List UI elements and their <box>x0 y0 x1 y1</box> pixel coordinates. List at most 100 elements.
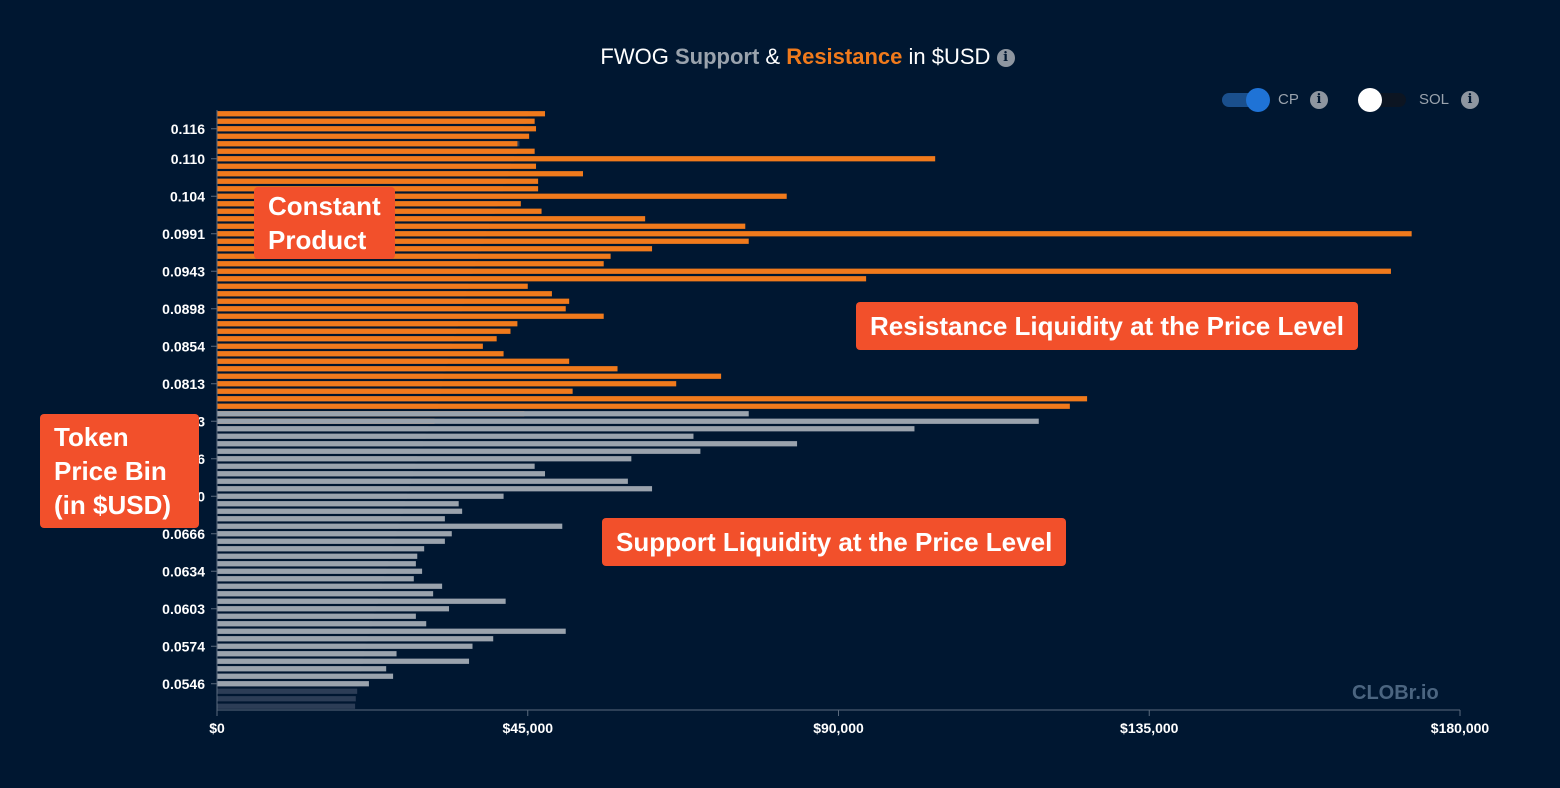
resistance-bar[interactable] <box>217 283 528 289</box>
y-tick-label: 0.0898 <box>162 301 205 317</box>
resistance-bar[interactable] <box>217 306 566 312</box>
support-bar[interactable] <box>217 636 494 642</box>
resistance-bar[interactable] <box>217 238 749 244</box>
support-bar[interactable] <box>217 418 1039 424</box>
resistance-bar[interactable] <box>217 231 1412 237</box>
support-bar[interactable] <box>217 568 423 574</box>
resistance-bar[interactable] <box>217 133 530 139</box>
sol-info-icon[interactable]: i <box>1461 91 1479 109</box>
support-bar[interactable] <box>217 456 632 462</box>
support-bar[interactable] <box>217 493 504 499</box>
support-bar[interactable] <box>217 666 387 672</box>
resistance-bar[interactable] <box>217 253 611 259</box>
constant-product-bar[interactable] <box>217 703 356 709</box>
support-bar[interactable] <box>217 441 798 447</box>
resistance-bar[interactable] <box>217 403 1070 409</box>
resistance-bar[interactable] <box>217 358 570 364</box>
support-bar[interactable] <box>217 561 416 567</box>
resistance-bar[interactable] <box>217 171 583 177</box>
resistance-bar[interactable] <box>217 118 535 124</box>
title-prefix: FWOG <box>600 44 675 69</box>
resistance-bar[interactable] <box>217 268 1391 274</box>
support-bar[interactable] <box>217 628 566 634</box>
resistance-bar[interactable] <box>217 246 653 252</box>
resistance-bar[interactable] <box>217 156 936 162</box>
support-bar[interactable] <box>217 651 397 657</box>
x-tick-label: $180,000 <box>1431 720 1490 736</box>
support-bar[interactable] <box>217 583 443 589</box>
resistance-bar[interactable] <box>217 148 535 154</box>
resistance-bar[interactable] <box>217 396 1088 402</box>
support-bar[interactable] <box>217 613 416 619</box>
resistance-bar[interactable] <box>217 111 546 117</box>
support-bar[interactable] <box>217 471 546 477</box>
title-info-icon[interactable]: i <box>996 49 1015 68</box>
resistance-bar[interactable] <box>217 223 746 229</box>
resistance-bar[interactable] <box>217 163 537 169</box>
resistance-bar[interactable] <box>217 126 537 132</box>
support-bar[interactable] <box>217 426 915 432</box>
support-bar[interactable] <box>217 448 701 454</box>
support-bar[interactable] <box>217 681 369 687</box>
support-bar[interactable] <box>217 478 628 484</box>
support-bar[interactable] <box>217 523 563 529</box>
resistance-bar[interactable] <box>217 313 604 319</box>
support-bar[interactable] <box>217 673 394 679</box>
sol-toggle-knob[interactable] <box>1358 88 1382 112</box>
support-bar[interactable] <box>217 546 425 552</box>
resistance-bar[interactable] <box>217 291 552 297</box>
constant-product-bar[interactable] <box>217 688 358 694</box>
support-bar[interactable] <box>217 516 445 522</box>
title-suffix: in $USD <box>902 44 991 69</box>
resistance-bar[interactable] <box>217 276 867 282</box>
x-tick-label: $90,000 <box>813 720 864 736</box>
support-bar[interactable] <box>217 658 470 664</box>
support-bar[interactable] <box>217 433 694 439</box>
support-bar[interactable] <box>217 411 749 417</box>
y-tick-label: 0.0854 <box>162 338 205 354</box>
support-callout: Support Liquidity at the Price Level <box>602 518 1067 566</box>
y-tick-label: 0.0666 <box>162 526 205 542</box>
sol-toggle[interactable]: SOL i <box>1358 88 1488 112</box>
resistance-bar[interactable] <box>217 178 539 184</box>
y-tick-label: 0.0546 <box>162 676 205 692</box>
resistance-bar[interactable] <box>217 261 604 267</box>
resistance-bar[interactable] <box>217 141 518 147</box>
resistance-bar[interactable] <box>217 343 483 349</box>
y-tick-label: 0.110 <box>171 151 205 167</box>
resistance-series <box>217 111 1412 424</box>
cp-toggle[interactable]: CP i <box>1220 88 1340 112</box>
constant-product-bar[interactable] <box>217 696 356 702</box>
support-bar[interactable] <box>217 621 427 627</box>
resistance-bar[interactable] <box>217 321 518 327</box>
title-amp: & <box>759 44 787 69</box>
support-bar[interactable] <box>217 553 418 559</box>
support-bar[interactable] <box>217 508 463 514</box>
support-bar[interactable] <box>217 598 506 604</box>
support-bar[interactable] <box>217 591 434 597</box>
cp-info-icon[interactable]: i <box>1310 91 1328 109</box>
support-bar[interactable] <box>217 538 445 544</box>
support-bar[interactable] <box>217 606 450 612</box>
chart-title: FWOG Support & Resistance in $USD i <box>0 44 1560 70</box>
resistance-bar[interactable] <box>217 336 497 342</box>
cp-toggle-knob[interactable] <box>1246 88 1270 112</box>
resistance-bar[interactable] <box>217 351 504 357</box>
support-bar[interactable] <box>217 531 452 537</box>
support-bar[interactable] <box>217 643 473 649</box>
resistance-bar[interactable] <box>217 193 787 199</box>
resistance-callout: Resistance Liquidity at the Price Level <box>856 302 1358 350</box>
resistance-bar[interactable] <box>217 216 646 222</box>
support-bar[interactable] <box>217 463 535 469</box>
support-bar[interactable] <box>217 486 653 492</box>
resistance-bar[interactable] <box>217 328 511 334</box>
resistance-bar[interactable] <box>217 388 573 394</box>
support-bar[interactable] <box>217 576 414 582</box>
resistance-bar[interactable] <box>217 298 570 304</box>
resistance-bar[interactable] <box>217 366 618 372</box>
x-axis-ticks: $0 $45,000 $90,000 $135,000 $180,000 <box>209 710 1489 736</box>
resistance-bar[interactable] <box>217 381 677 387</box>
resistance-bar[interactable] <box>217 373 722 379</box>
support-bar[interactable] <box>217 501 459 507</box>
